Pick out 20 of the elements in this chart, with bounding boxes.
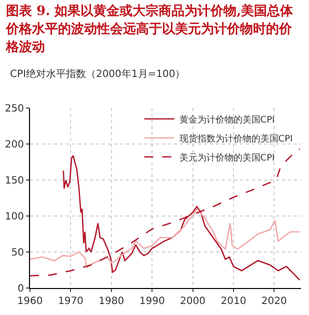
chart-title: 图表 9. 如果以黄金或大宗商品为计价物,美国总体价格水平的波动性会远高于以美元为计价物时的价格波动 [4,2,294,57]
x-tick-label: 1960 [17,296,43,307]
legend-label: 黄金为计价物的美国CPI [179,114,275,126]
y-tick-label: 100 [4,212,24,222]
x-tick-label: 1980 [98,296,124,307]
y-tick-label: 250 [4,104,24,114]
x-tick-label: 2020 [261,296,287,307]
line-series [30,208,300,268]
y-tick-label: 150 [4,176,24,186]
y-tick-label: 0 [18,284,24,294]
y-tick-label: 50 [11,248,24,258]
y-axis-title: CPI绝对水平指数（2000年1月=100） [10,68,186,80]
legend-label: 现货指数为计价物的美国CPI [179,133,293,144]
legend-label: 美元为计价物的美国CPI [179,152,275,164]
x-tick-label: 2000 [180,296,206,307]
x-tick-label: 1990 [139,296,165,307]
y-tick-label: 200 [4,140,24,150]
line-series [30,148,300,276]
x-tick-label: 1970 [58,296,84,307]
x-tick-label: 2010 [220,296,246,307]
